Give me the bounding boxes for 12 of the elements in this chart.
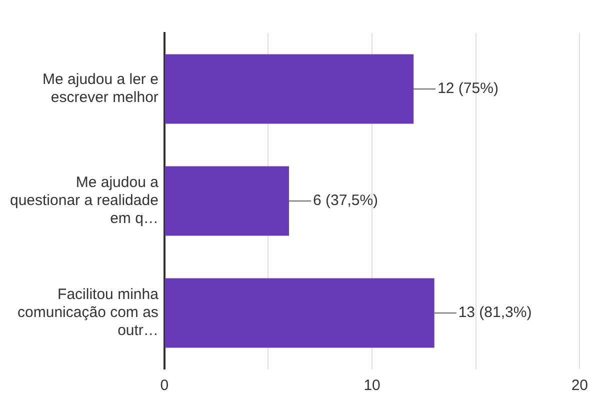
y-tick-label: Me ajudou a questionar a realidade em q…	[10, 174, 160, 228]
bar	[164, 166, 290, 236]
y-tick-label: Facilitou minha comunicação com as outr…	[18, 286, 160, 340]
bar	[164, 54, 414, 124]
x-tick-label: 20	[571, 377, 588, 394]
x-tick-label: 10	[364, 377, 380, 394]
data-label: 13 (81,3%)	[458, 304, 532, 322]
data-label: 12 (75%)	[438, 80, 498, 98]
data-label: 6 (37,5%)	[313, 192, 378, 210]
x-tick-label: 0	[160, 377, 169, 394]
bar	[164, 278, 434, 348]
y-tick-label: Me ajudou a ler e escrever melhor	[42, 71, 158, 106]
